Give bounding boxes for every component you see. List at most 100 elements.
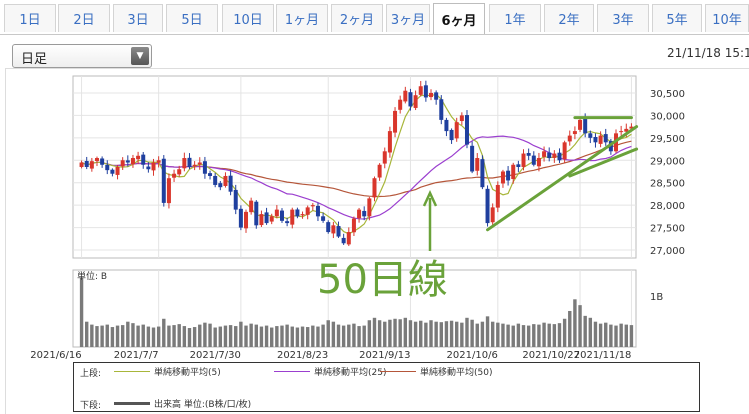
candle-body	[290, 209, 295, 225]
volume-bar	[511, 325, 515, 347]
candle-body	[377, 164, 382, 178]
volume-bar	[629, 325, 634, 347]
date-tick-label: 2021/7/30	[190, 350, 241, 361]
volume-bar	[316, 326, 320, 347]
tab-10[interactable]: 2年	[544, 4, 594, 32]
tab-8[interactable]: 6ヶ月	[433, 3, 485, 34]
candle-body	[326, 222, 331, 233]
tab-13[interactable]: 10年	[705, 4, 749, 32]
candle-body	[429, 92, 434, 98]
volume-bar	[187, 328, 192, 347]
tab-1[interactable]: 2日	[58, 4, 110, 32]
candle-body	[382, 151, 387, 164]
tab-4[interactable]: 10日	[222, 4, 274, 32]
volume-unit-label: 単位: B	[77, 270, 107, 282]
candle-body	[182, 158, 187, 169]
volume-bar	[598, 323, 603, 347]
candle-body	[567, 135, 572, 142]
date-tick-label: 2021/10/27	[522, 350, 580, 361]
candle-body	[244, 211, 249, 229]
legend-ma25-swatch	[274, 371, 310, 372]
volume-bar	[275, 326, 279, 347]
price-tick-label: 29,000	[650, 156, 685, 167]
candle-body	[274, 209, 279, 217]
candle-body	[629, 126, 634, 129]
volume-bar	[413, 321, 418, 347]
candle-body	[351, 218, 356, 233]
legend-ma5-swatch	[114, 371, 150, 372]
tab-9[interactable]: 1年	[489, 4, 541, 32]
volume-bar	[460, 322, 464, 347]
candle-body	[434, 92, 439, 100]
volume-bar	[131, 323, 135, 347]
candle-body	[120, 160, 125, 167]
candle-body	[552, 153, 557, 158]
tab-12[interactable]: 5年	[652, 4, 702, 32]
volume-bar	[321, 324, 325, 347]
volume-bar	[568, 310, 572, 347]
candle-body	[423, 85, 428, 98]
volume-bar	[213, 327, 217, 347]
volume-bar	[434, 321, 438, 347]
legend-lower-label: 下段:	[80, 400, 102, 411]
volume-bar	[115, 325, 120, 347]
candle-body	[295, 209, 300, 217]
date-tick-label: 2021/9/13	[359, 350, 410, 361]
price-tick-label: 28,000	[650, 201, 685, 212]
volume-bar	[583, 315, 587, 347]
tab-3[interactable]: 5日	[166, 4, 218, 32]
tab-6[interactable]: 2ヶ月	[331, 4, 383, 32]
volume-bar	[290, 326, 294, 347]
candle-body	[285, 221, 290, 224]
candle-body	[500, 171, 505, 184]
volume-bar	[619, 323, 623, 347]
candle-body	[418, 86, 423, 95]
volume-bar	[593, 321, 598, 347]
candle-body	[136, 155, 141, 160]
tab-11[interactable]: 3年	[597, 4, 649, 32]
volume-bar	[162, 318, 166, 347]
volume-bar	[439, 322, 443, 347]
candle-body	[439, 99, 444, 120]
volume-bar	[95, 326, 99, 347]
volume-bar	[470, 319, 474, 347]
tab-0[interactable]: 1日	[4, 4, 56, 32]
volume-bar	[455, 321, 459, 347]
candle-body	[464, 115, 469, 145]
candle-body	[177, 169, 182, 175]
volume-bar	[285, 324, 289, 347]
volume-bar	[485, 316, 490, 347]
candle-body	[166, 178, 171, 204]
volume-bar	[383, 321, 387, 347]
candle-body	[362, 210, 367, 217]
candle-body	[449, 129, 454, 141]
candle-body	[346, 232, 351, 245]
candle-body	[521, 153, 526, 167]
tab-5[interactable]: 1ヶ月	[276, 4, 328, 32]
interval-select[interactable]: 日足 ▼	[12, 44, 152, 68]
tab-2[interactable]: 3日	[113, 4, 163, 32]
date-tick-label: 2021/8/23	[277, 350, 328, 361]
chevron-down-icon[interactable]: ▼	[131, 47, 149, 65]
candle-body	[84, 160, 89, 167]
volume-bar	[126, 321, 130, 347]
candle-body	[192, 164, 197, 167]
volume-bar	[172, 325, 176, 347]
volume-bar	[100, 325, 104, 347]
candle-body	[213, 175, 218, 185]
tab-7[interactable]: 3ヶ月	[386, 4, 430, 32]
candle-body	[490, 207, 495, 223]
volume-bar	[516, 323, 521, 347]
volume-bar	[526, 325, 531, 347]
candle-body	[79, 162, 84, 167]
volume-bar	[367, 320, 372, 347]
candle-body	[578, 119, 583, 130]
volume-bar	[151, 327, 156, 347]
annotation-text: 50日線	[317, 257, 448, 303]
trend-line	[486, 125, 639, 232]
ma25-line	[81, 135, 632, 220]
candle-body	[485, 188, 490, 224]
legend-ma50: 単純移動平均(50)	[380, 365, 492, 378]
volume-bar	[562, 318, 567, 347]
